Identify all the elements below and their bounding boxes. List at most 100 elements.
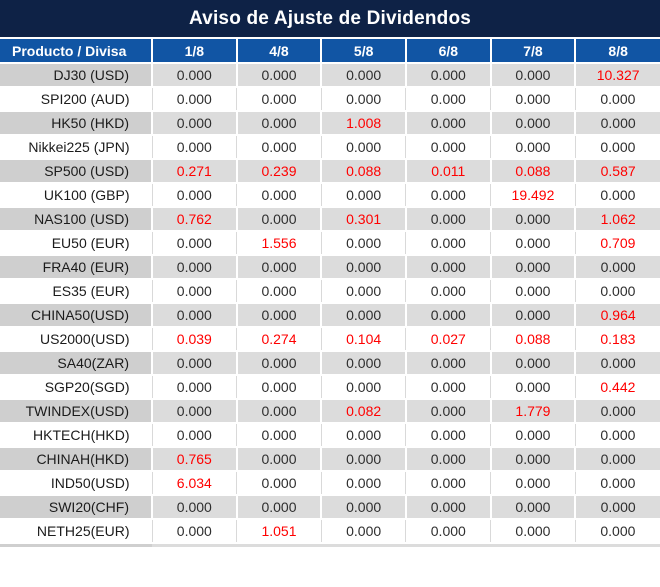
value-cell: 0.000 xyxy=(320,351,406,376)
table-row: SWI20(CHF) 0.000 0.000 0.000 0.000 0.000 0.000 xyxy=(0,495,660,520)
value-cell: 0.000 xyxy=(320,375,406,400)
value-cell: 0.765 xyxy=(151,447,237,472)
value-cell: 0.964 xyxy=(574,303,660,328)
value-cell: 0.082 xyxy=(320,399,406,424)
value-cell: 0.000 xyxy=(151,495,237,520)
value-cell: 0.000 xyxy=(235,351,322,376)
value-cell: 0.000 xyxy=(405,375,491,400)
product-cell: CHINA50(USD) xyxy=(0,303,152,328)
value-cell: 0.000 xyxy=(405,183,491,208)
value-cell: 0.000 xyxy=(151,423,237,448)
value-cell: 0.000 xyxy=(151,303,237,328)
column-header-date: 7/8 xyxy=(489,39,576,64)
value-cell: 0.000 xyxy=(490,87,576,112)
product-cell: EU50 (EUR) xyxy=(0,231,152,256)
product-cell: IND50(USD) xyxy=(0,471,152,496)
value-cell: 0.000 xyxy=(490,375,576,400)
value-cell: 0.000 xyxy=(405,135,491,160)
value-cell: 0.000 xyxy=(235,207,322,232)
value-cell: 1.051 xyxy=(236,519,322,544)
product-cell: SGP20(SGD) xyxy=(0,375,152,400)
value-cell: 0.000 xyxy=(320,447,406,472)
value-cell: 0.000 xyxy=(574,471,660,496)
value-cell: 0.587 xyxy=(574,159,660,184)
table-row: SGP20(SGD) 0.000 0.000 0.000 0.000 0.000 0.442 xyxy=(0,375,660,400)
next-row-edge xyxy=(0,544,660,547)
value-cell: 0.000 xyxy=(320,183,406,208)
value-cell: 0.000 xyxy=(151,135,237,160)
dividend-table: Producto / Divisa 1/8 4/8 5/8 6/8 7/8 8/8 DJ3… xyxy=(0,39,660,544)
value-cell: 0.000 xyxy=(320,63,406,88)
value-cell: 0.000 xyxy=(574,351,660,376)
product-cell: HK50 (HKD) xyxy=(0,111,152,136)
table-row: UK100 (GBP) 0.000 0.000 0.000 0.000 19.492 0.0… xyxy=(0,183,660,208)
value-cell: 0.000 xyxy=(404,351,491,376)
column-header-date: 4/8 xyxy=(235,39,322,64)
value-cell: 0.274 xyxy=(236,327,322,352)
value-cell: 0.000 xyxy=(235,495,322,520)
value-cell: 0.027 xyxy=(405,327,491,352)
value-cell: 0.000 xyxy=(151,519,237,544)
value-cell: 0.000 xyxy=(236,375,322,400)
value-cell: 0.000 xyxy=(320,471,406,496)
value-cell: 0.000 xyxy=(151,255,237,280)
value-cell: 0.239 xyxy=(235,159,322,184)
product-cell: ES35 (EUR) xyxy=(0,279,152,304)
table-row: IND50(USD) 6.034 0.000 0.000 0.000 0.000 0.000 xyxy=(0,471,660,496)
value-cell: 0.000 xyxy=(320,495,406,520)
value-cell: 0.000 xyxy=(320,279,406,304)
product-cell: DJ30 (USD) xyxy=(0,63,152,88)
value-cell: 0.000 xyxy=(489,303,576,328)
value-cell: 0.039 xyxy=(151,327,237,352)
value-cell: 10.327 xyxy=(574,63,660,88)
value-cell: 0.000 xyxy=(490,519,576,544)
value-cell: 0.000 xyxy=(320,135,406,160)
product-cell: SPI200 (AUD) xyxy=(0,87,152,112)
value-cell: 0.000 xyxy=(489,63,576,88)
product-cell: SP500 (USD) xyxy=(0,159,152,184)
value-cell: 0.000 xyxy=(405,519,491,544)
value-cell: 0.000 xyxy=(235,111,322,136)
value-cell: 0.271 xyxy=(151,159,237,184)
value-cell: 1.062 xyxy=(574,207,660,232)
value-cell: 0.000 xyxy=(236,183,322,208)
value-cell: 0.000 xyxy=(405,87,491,112)
value-cell: 1.779 xyxy=(489,399,576,424)
table-row: CHINAH(HKD) 0.765 0.000 0.000 0.000 0.000 0.00… xyxy=(0,447,660,472)
value-cell: 0.000 xyxy=(574,519,660,544)
value-cell: 0.000 xyxy=(151,375,237,400)
value-cell: 0.000 xyxy=(490,471,576,496)
column-header-date: 8/8 xyxy=(574,39,660,64)
value-cell: 0.000 xyxy=(151,279,237,304)
value-cell: 0.000 xyxy=(574,255,660,280)
value-cell: 0.000 xyxy=(320,303,406,328)
value-cell: 0.000 xyxy=(404,63,491,88)
value-cell: 0.000 xyxy=(320,231,406,256)
table-row: Nikkei225 (JPN) 0.000 0.000 0.000 0.000 0.000… xyxy=(0,135,660,160)
value-cell: 0.000 xyxy=(489,255,576,280)
value-cell: 0.000 xyxy=(235,399,322,424)
value-cell: 0.000 xyxy=(236,87,322,112)
table-row: NAS100 (USD) 0.762 0.000 0.301 0.000 0.000 1.0… xyxy=(0,207,660,232)
table-header-row: Producto / Divisa 1/8 4/8 5/8 6/8 7/8 8/8 xyxy=(0,39,660,64)
value-cell: 0.000 xyxy=(574,495,660,520)
product-cell: CHINAH(HKD) xyxy=(0,447,152,472)
value-cell: 1.556 xyxy=(236,231,322,256)
page-title: Aviso de Ajuste de Dividendos xyxy=(0,0,660,37)
value-cell: 0.000 xyxy=(490,231,576,256)
value-cell: 0.000 xyxy=(404,495,491,520)
value-cell: 1.008 xyxy=(320,111,406,136)
value-cell: 0.000 xyxy=(404,303,491,328)
value-cell: 0.000 xyxy=(574,87,660,112)
value-cell: 0.000 xyxy=(404,207,491,232)
value-cell: 0.088 xyxy=(490,327,576,352)
table-row: CHINA50(USD) 0.000 0.000 0.000 0.000 0.000 0.9… xyxy=(0,303,660,328)
table-row: ES35 (EUR) 0.000 0.000 0.000 0.000 0.000 0.000 xyxy=(0,279,660,304)
value-cell: 0.000 xyxy=(489,207,576,232)
value-cell: 0.000 xyxy=(151,111,237,136)
product-cell: SA40(ZAR) xyxy=(0,351,152,376)
column-header-date: 1/8 xyxy=(151,39,237,64)
value-cell: 0.000 xyxy=(574,447,660,472)
value-cell: 0.088 xyxy=(489,159,576,184)
column-header-date: 5/8 xyxy=(320,39,406,64)
